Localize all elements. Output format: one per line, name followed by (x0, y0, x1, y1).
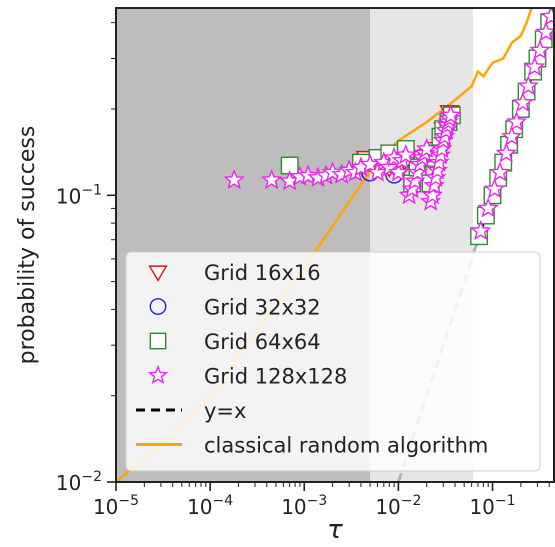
star-marker (483, 178, 506, 199)
legend: Grid 16x16 Grid 32x32 Grid 64x64 Grid 128x1… (125, 251, 541, 472)
star-marker (440, 104, 462, 125)
star-marker (501, 125, 523, 146)
star-marker (505, 110, 528, 132)
star-marker (378, 156, 400, 177)
legend-item: y=x (136, 399, 246, 423)
series-grid-128x128 (223, 8, 554, 241)
legend-label: classical random algorithm (204, 434, 488, 458)
star-marker (517, 75, 539, 96)
y-tick-label: 10−1 (56, 182, 102, 208)
x-tick-label: 10−2 (375, 493, 421, 519)
plot-frame (115, 7, 555, 483)
x-tick-label: 10−1 (469, 493, 515, 519)
x-tick-label: 10−5 (93, 493, 139, 519)
x-tick-label: 10−3 (281, 493, 327, 519)
y-tick-label: 10−2 (56, 469, 102, 495)
square-marker (149, 332, 167, 350)
axis-ticks: 10−5 10−4 10−3 10−2 10−1 10−2 10−1 (56, 22, 550, 519)
star-marker (535, 21, 554, 42)
circle-marker (149, 298, 167, 315)
triangle-down-marker (148, 265, 168, 282)
star-marker (540, 8, 554, 26)
legend-box (125, 251, 541, 472)
x-axis-label: τ (327, 515, 343, 545)
star-marker (387, 161, 410, 182)
legend-label: Grid 16x16 (204, 261, 321, 285)
star-marker (523, 55, 546, 77)
star-marker (529, 39, 551, 60)
star-marker (223, 168, 245, 190)
star-marker (470, 219, 492, 241)
legend-item: Grid 64x64 (149, 330, 321, 354)
legend-item: Grid 128x128 (147, 364, 347, 389)
legend-label: y=x (204, 399, 246, 423)
y-axis-label: probability of success (15, 126, 40, 365)
star-marker (489, 161, 511, 182)
legend-item: Grid 16x16 (148, 261, 321, 285)
star-marker (260, 168, 283, 190)
star-marker (395, 143, 417, 165)
legend-label: Grid 32x32 (204, 296, 321, 320)
legend-label: Grid 64x64 (204, 330, 321, 354)
star-marker (512, 91, 534, 112)
legend-label: Grid 128x128 (204, 365, 347, 389)
legend-item: classical random algorithm (136, 434, 488, 458)
star-marker (495, 142, 517, 163)
star-marker (366, 161, 389, 182)
x-tick-label: 10−4 (187, 493, 233, 519)
star-marker (477, 197, 499, 218)
legend-item: Grid 32x32 (149, 296, 321, 320)
star-marker (147, 364, 169, 385)
data-layer (116, 8, 554, 482)
